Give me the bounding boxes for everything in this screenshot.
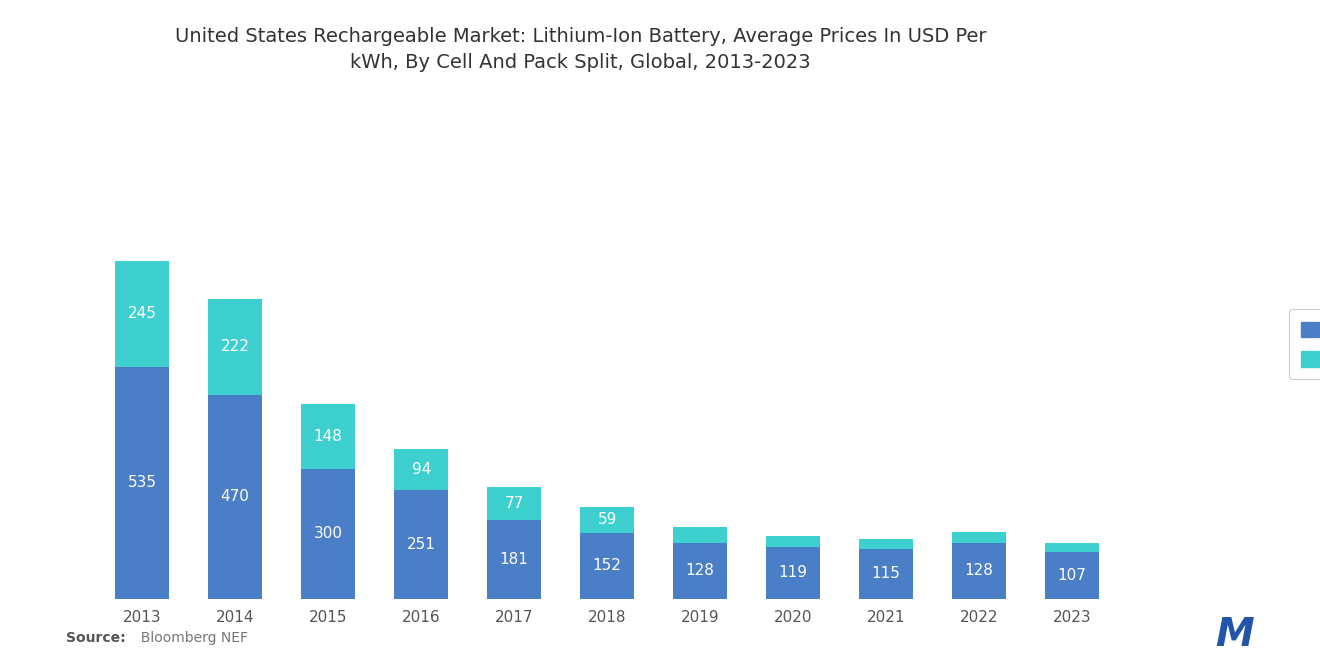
- Bar: [1045, 552, 1100, 598]
- Text: 245: 245: [128, 306, 157, 321]
- Legend: Cell, Pack: Cell, Pack: [1288, 309, 1320, 380]
- Text: 94: 94: [412, 462, 430, 477]
- Text: 222: 222: [220, 339, 249, 354]
- Bar: [301, 404, 355, 469]
- Bar: [209, 299, 263, 395]
- Bar: [952, 532, 1006, 543]
- Bar: [673, 527, 727, 543]
- Bar: [115, 366, 169, 598]
- Bar: [395, 489, 449, 598]
- Text: 59: 59: [598, 512, 616, 527]
- Bar: [766, 547, 820, 598]
- Bar: [859, 539, 913, 549]
- Bar: [487, 520, 541, 598]
- Text: 251: 251: [407, 537, 436, 552]
- Bar: [581, 533, 634, 598]
- Bar: [766, 536, 820, 547]
- Text: M: M: [1214, 616, 1254, 654]
- Text: Source:: Source:: [66, 631, 125, 645]
- Text: 181: 181: [500, 552, 528, 567]
- Bar: [673, 543, 727, 598]
- Text: 77: 77: [504, 496, 524, 511]
- Text: 300: 300: [314, 526, 343, 541]
- Text: 115: 115: [871, 566, 900, 581]
- Bar: [581, 507, 634, 533]
- Bar: [395, 449, 449, 489]
- Text: 152: 152: [593, 558, 622, 573]
- Text: 535: 535: [128, 475, 157, 490]
- Text: Bloomberg NEF: Bloomberg NEF: [132, 631, 248, 645]
- Bar: [301, 469, 355, 598]
- Bar: [209, 395, 263, 598]
- Text: 128: 128: [686, 563, 714, 579]
- Bar: [1045, 543, 1100, 552]
- Text: 107: 107: [1057, 568, 1086, 583]
- Text: 128: 128: [965, 563, 994, 579]
- Text: 148: 148: [314, 429, 343, 444]
- Text: 119: 119: [779, 565, 808, 581]
- Bar: [487, 487, 541, 520]
- Text: 470: 470: [220, 489, 249, 504]
- Bar: [952, 543, 1006, 598]
- Bar: [859, 549, 913, 598]
- Bar: [115, 261, 169, 366]
- Text: United States Rechargeable Market: Lithium-Ion Battery, Average Prices In USD Pe: United States Rechargeable Market: Lithi…: [176, 27, 986, 72]
